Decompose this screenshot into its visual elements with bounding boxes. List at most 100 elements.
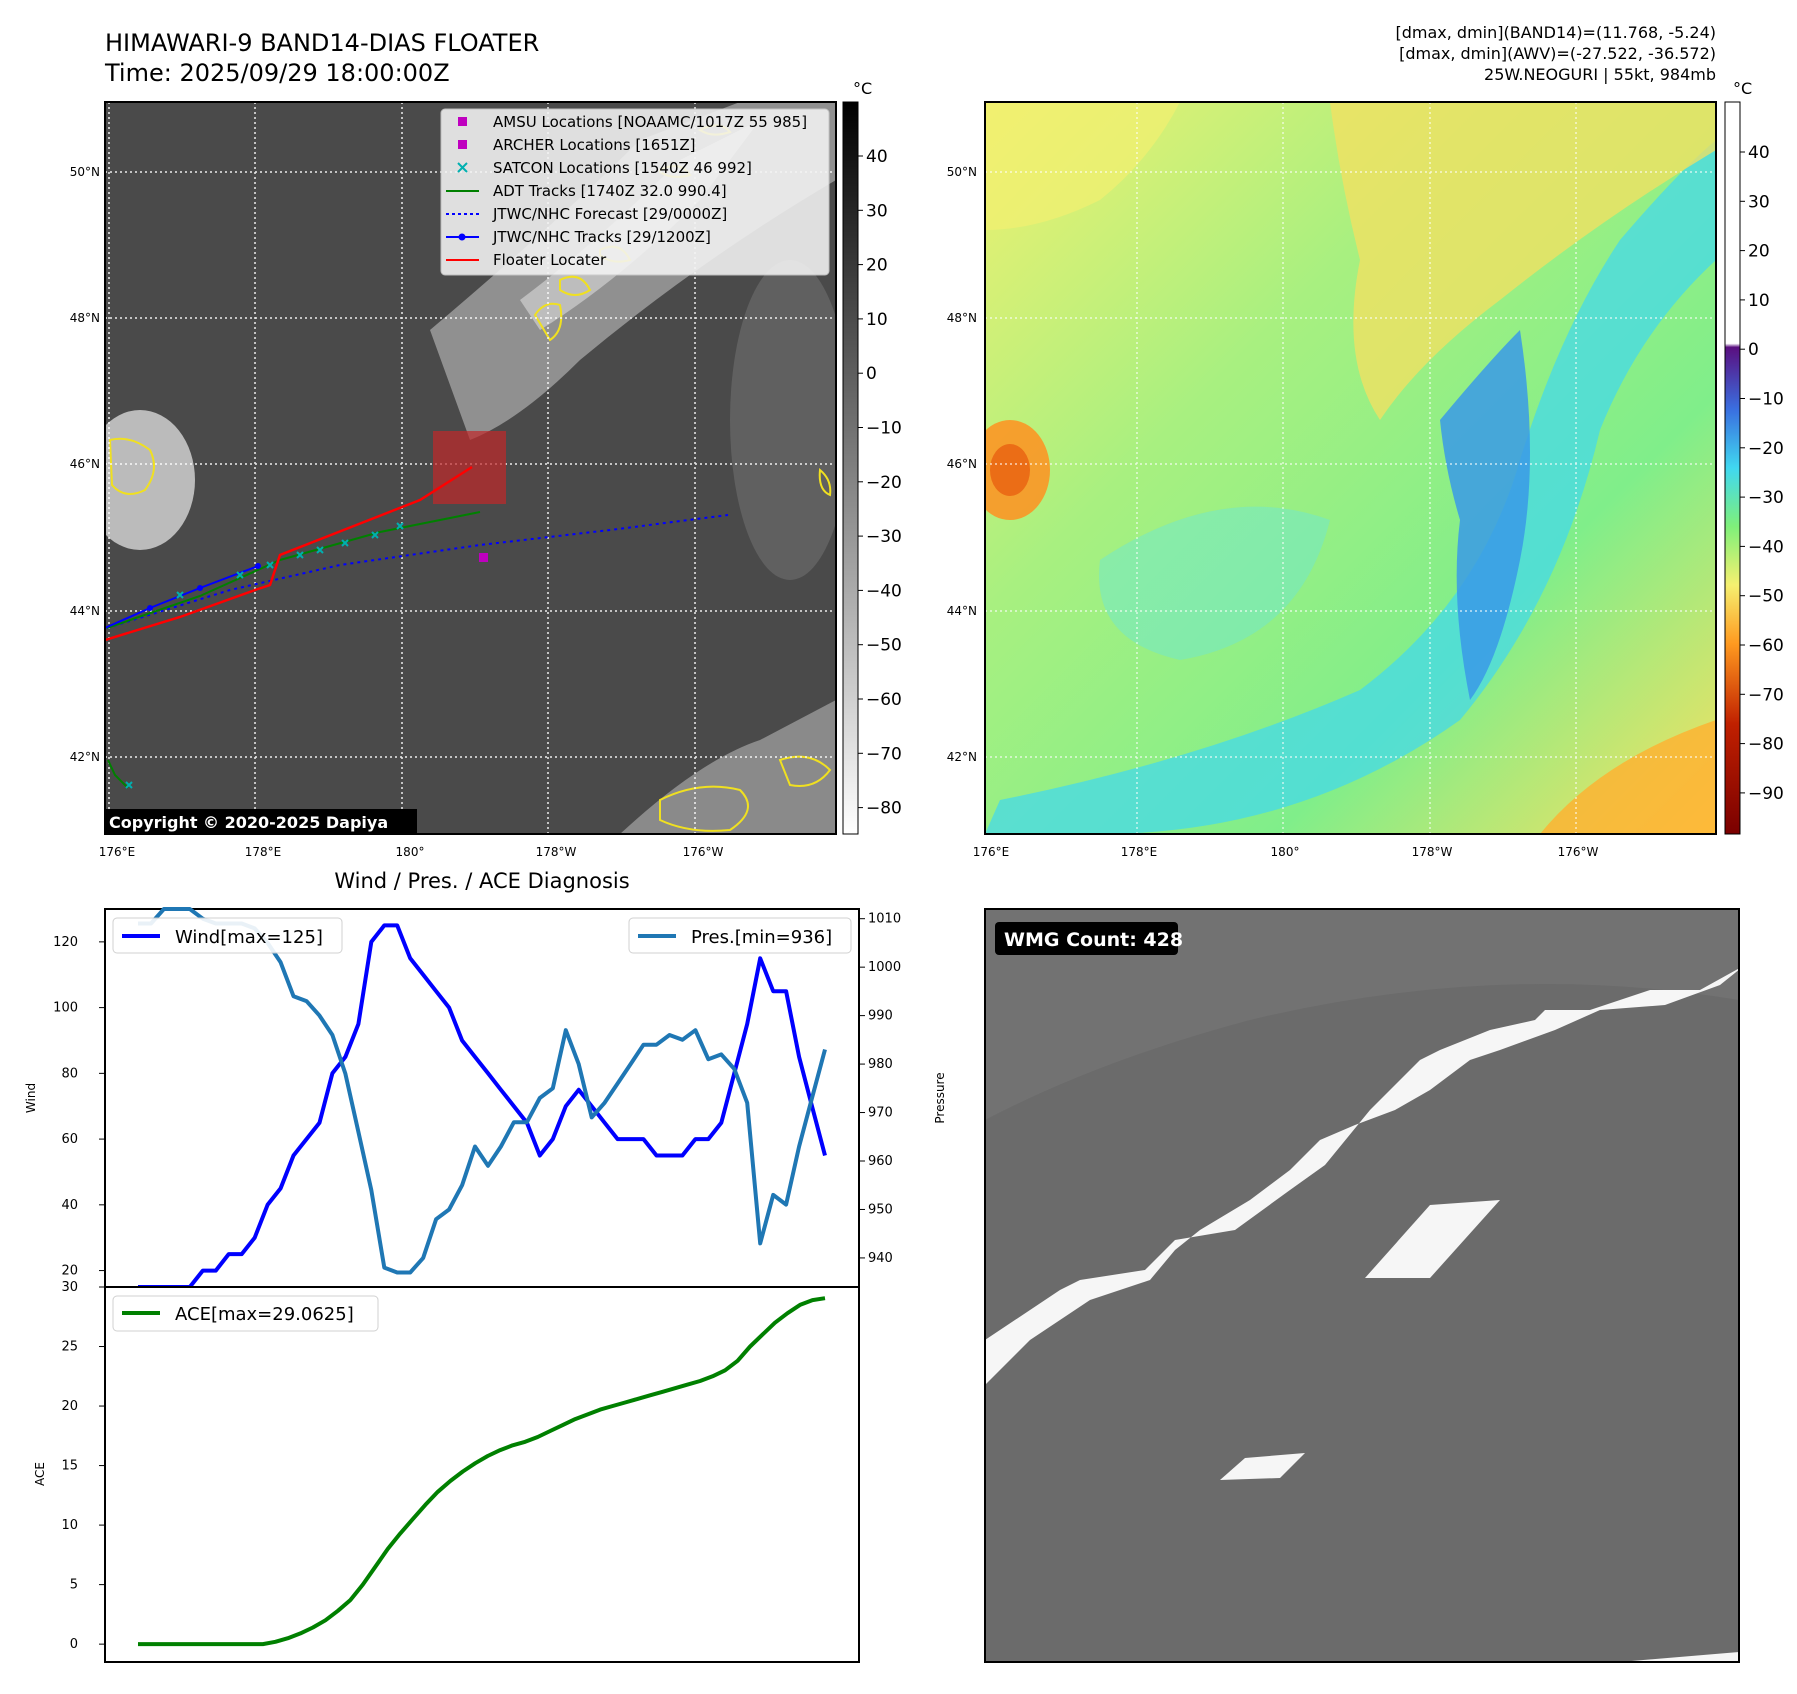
ir-lon-label: 178°W <box>536 845 577 859</box>
colorbar-tick-label: −60 <box>866 690 902 710</box>
ace-tick-label: 0 <box>70 1637 78 1652</box>
ace-tick-label: 20 <box>61 1399 78 1414</box>
wind-tick-label: 60 <box>61 1132 78 1147</box>
ace-axis-label: ACE <box>33 1462 47 1486</box>
figure-time: Time: 2025/09/29 18:00:00Z <box>104 59 450 87</box>
pres-tick-label: 990 <box>868 1009 893 1024</box>
pres-tick-label: 980 <box>868 1057 893 1072</box>
wind-series-line <box>138 923 827 1289</box>
info-line-2: [dmax, dmin](AWV)=(-27.522, -36.572) <box>1399 44 1716 63</box>
wv-colorbar-unit: °C <box>1733 79 1752 98</box>
floater-locater-track <box>105 465 473 642</box>
colorbar-tick-label: −30 <box>1748 488 1784 508</box>
adt-track-tail <box>107 759 129 789</box>
colorbar-tick-label: −80 <box>866 799 902 819</box>
wind-tick-label: 100 <box>53 1001 78 1016</box>
ir-colorbar-unit: °C <box>853 79 872 98</box>
wind-legend: Wind[max=125] <box>112 917 343 954</box>
ace-legend-label: ACE[max=29.0625] <box>175 1304 354 1325</box>
colorbar-tick-label: −70 <box>866 744 902 764</box>
colorbar-tick-label: 10 <box>866 310 888 330</box>
ace-chart: 30 25 20 15 10 5 0 ACE ACE[max=29.0625] <box>33 1280 860 1663</box>
wv-colorbar: °C 40 30 20 10 0 −10 −20 −30 −40 −50 −60 −70 −80 −90 <box>1724 79 1784 835</box>
legend-marker-1 <box>458 140 467 149</box>
wv-lat-label: 42°N <box>947 750 977 764</box>
wind-axis-label: Wind <box>24 1083 38 1113</box>
ir-legend: AMSU Locations [NOAAMC/1017Z 55 985] ARCH… <box>440 108 830 276</box>
ace-tick-label: 30 <box>61 1280 78 1295</box>
colorbar-tick-label: −80 <box>1748 735 1784 755</box>
ir-lat-label: 48°N <box>70 311 100 325</box>
jtwc-track <box>105 565 259 629</box>
pres-tick-label: 970 <box>868 1106 893 1121</box>
ir-lon-label: 176°W <box>683 845 724 859</box>
ace-tick-label: 5 <box>70 1578 78 1593</box>
info-line-3: 25W.NEOGURI | 55kt, 984mb <box>1484 65 1716 84</box>
legend-label-4: JTWC/NHC Forecast [29/0000Z] <box>492 205 727 223</box>
wv-lon-label: 178°W <box>1412 845 1453 859</box>
colorbar-tick-label: −90 <box>1748 784 1784 804</box>
ir-colorbar: °C 40 30 20 10 0 −10 −20 −30 −40 −50 −60 −70 −80 <box>842 79 902 835</box>
legend-label-3: ADT Tracks [1740Z 32.0 990.4] <box>493 182 727 200</box>
wmg-count-label: WMG Count: 428 <box>1004 929 1183 951</box>
wv-lon-label: 178°E <box>1121 845 1158 859</box>
pres-axis-label: Pressure <box>933 1072 947 1123</box>
figure-title: HIMAWARI-9 BAND14-DIAS FLOATER <box>105 29 539 57</box>
colorbar-tick-label: 40 <box>866 147 888 167</box>
ir-lat-label: 42°N <box>70 750 100 764</box>
ace-tick-label: 15 <box>61 1459 78 1474</box>
colorbar-tick-label: 10 <box>1748 291 1770 311</box>
legend-label-1: ARCHER Locations [1651Z] <box>493 136 696 154</box>
wind-tick-label: 20 <box>61 1264 78 1279</box>
ir-lon-label: 180° <box>396 845 425 859</box>
colorbar-tick-label: −50 <box>866 636 902 656</box>
map-axis-labels: 50°N 50°N 48°N 48°N 46°N 46°N 44°N 44°N 42°N 42°N… <box>70 165 1599 859</box>
ace-legend: ACE[max=29.0625] <box>112 1295 379 1332</box>
colorbar-tick-label: −20 <box>866 473 902 493</box>
wv-lat-label: 48°N <box>947 311 977 325</box>
copyright: Copyright © 2020-2025 Dapiya <box>109 813 388 832</box>
colorbar-tick-label: −60 <box>1748 636 1784 656</box>
ace-tick-label: 10 <box>61 1518 78 1533</box>
wind-legend-label: Wind[max=125] <box>175 927 323 948</box>
wv-lat-label: 44°N <box>947 604 977 618</box>
wv-lat-label: 46°N <box>947 457 977 471</box>
wind-pres-chart: 120 100 80 60 40 20 1010 1000 990 980 970 960 950 940… <box>24 907 947 1289</box>
wv-lon-label: 176°W <box>1558 845 1599 859</box>
pres-tick-label: 1000 <box>868 960 901 975</box>
ir-lon-label: 176°E <box>99 845 136 859</box>
colorbar-tick-label: −50 <box>1748 587 1784 607</box>
wv-lat-label: 50°N <box>947 165 977 179</box>
ace-series-line <box>138 1296 826 1647</box>
colorbar-tick-label: −20 <box>1748 439 1784 459</box>
legend-marker-2 <box>457 162 468 173</box>
colorbar-tick-label: −10 <box>866 419 902 439</box>
jtwc-track-markers <box>147 563 261 611</box>
wv-lon-label: 180° <box>1271 845 1300 859</box>
pres-legend-label: Pres.[min=936] <box>691 927 832 948</box>
wind-tick-label: 40 <box>61 1198 78 1213</box>
ace-tick-label: 25 <box>61 1340 78 1355</box>
legend-label-5: JTWC/NHC Tracks [29/1200Z] <box>492 228 711 246</box>
pres-tick-label: 960 <box>868 1154 893 1169</box>
legend-label-6: Floater Locater <box>493 251 607 269</box>
satcon-markers <box>125 522 404 789</box>
ir-lon-label: 178°E <box>245 845 282 859</box>
colorbar-tick-label: −70 <box>1748 685 1784 705</box>
colorbar-tick-label: −40 <box>1748 537 1784 557</box>
colorbar-tick-label: 20 <box>1748 242 1770 262</box>
wv-lon-label: 176°E <box>973 845 1010 859</box>
colorbar-tick-label: 0 <box>1748 340 1759 360</box>
colorbar-tick-label: −10 <box>1748 390 1784 410</box>
colorbar-tick-label: 40 <box>1748 143 1770 163</box>
legend-label-2: SATCON Locations [1540Z 46 992] <box>493 159 752 177</box>
wv-map-panel <box>984 101 1717 835</box>
pres-tick-label: 950 <box>868 1202 893 1217</box>
wind-tick-label: 80 <box>61 1066 78 1081</box>
pres-legend: Pres.[min=936] <box>628 917 852 954</box>
amsu-marker <box>479 553 488 562</box>
info-line-1: [dmax, dmin](BAND14)=(11.768, -5.24) <box>1396 23 1717 42</box>
ir-lat-label: 50°N <box>70 165 100 179</box>
